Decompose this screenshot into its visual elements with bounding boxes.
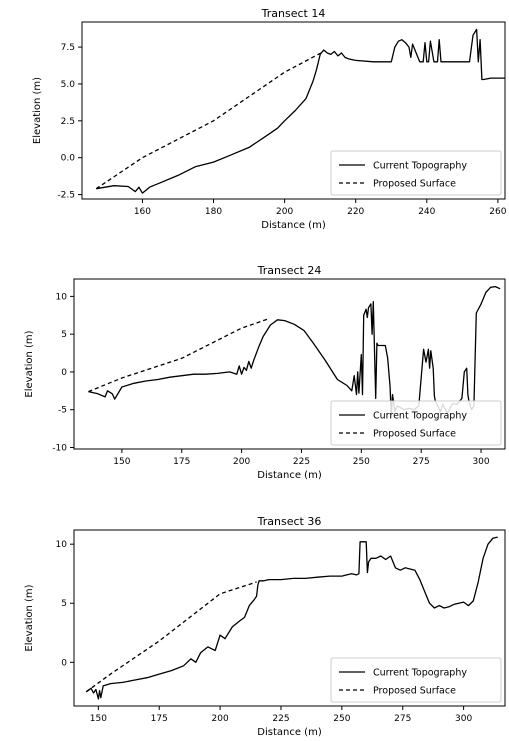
x-tick-label: 275 xyxy=(413,457,430,467)
series-line-1 xyxy=(85,536,498,700)
legend-label-2: Proposed Surface xyxy=(373,686,456,697)
y-tick-label: -10 xyxy=(52,443,67,453)
y-tick-label: 5 xyxy=(61,330,67,340)
x-tick-label: 250 xyxy=(333,714,350,724)
axes-frame xyxy=(73,529,506,707)
x-tick-label: 225 xyxy=(272,714,289,724)
x-tick-label: 240 xyxy=(418,207,435,217)
series-line-2 xyxy=(88,318,269,393)
y-tick-label: 5 xyxy=(61,599,67,609)
legend-label-1: Current Topography xyxy=(373,411,467,422)
x-tick-label: 275 xyxy=(394,714,411,724)
axes-frame xyxy=(81,21,506,200)
x-tick-label: 200 xyxy=(233,457,250,467)
y-tick-label: 10 xyxy=(56,540,68,550)
series-line-2 xyxy=(95,50,325,190)
y-axis-label: Elevation (m) xyxy=(24,584,35,651)
chart-panel-3: Transect 36 150 175 200 225 250 275 300 0 5 10 Dist… xyxy=(24,515,506,738)
legend: Current Topography Proposed Surface xyxy=(330,150,502,196)
x-tick-label: 150 xyxy=(90,714,107,724)
y-tick-label: 2.5 xyxy=(61,117,75,127)
y-axis-label: Elevation (m) xyxy=(24,330,35,397)
chart-title: Transect 24 xyxy=(257,264,322,277)
y-tick-label: 0 xyxy=(61,368,67,378)
y-axis-label: Elevation (m) xyxy=(32,77,43,144)
legend-label-2: Proposed Surface xyxy=(373,429,456,440)
series-line-1 xyxy=(88,285,501,418)
x-tick-label: 225 xyxy=(293,457,310,467)
legend-label-1: Current Topography xyxy=(373,161,467,172)
series-line-1 xyxy=(96,28,505,194)
x-tick-label: 300 xyxy=(455,714,472,724)
y-tick-label: 0.0 xyxy=(61,154,76,164)
legend-box xyxy=(330,150,502,196)
chart-panel-2: Transect 24 150 175 200 225 250 275 300 -10 -5 0 5 1… xyxy=(24,264,506,481)
y-tick-label: 7.5 xyxy=(61,43,75,53)
x-tick-label: 200 xyxy=(212,714,229,724)
x-tick-label: 200 xyxy=(276,207,293,217)
series-line-2 xyxy=(85,581,257,693)
x-axis-label: Distance (m) xyxy=(257,470,322,481)
legend-label-1: Current Topography xyxy=(373,668,467,679)
y-tick-label: 0 xyxy=(61,658,67,668)
x-tick-label: 220 xyxy=(347,207,364,217)
x-tick-label: 150 xyxy=(113,457,130,467)
y-tick-label: 10 xyxy=(56,292,68,302)
x-tick-label: 260 xyxy=(489,207,506,217)
x-axis-label: Distance (m) xyxy=(257,727,322,738)
x-tick-label: 175 xyxy=(173,457,190,467)
x-tick-label: 180 xyxy=(205,207,222,217)
x-tick-label: 300 xyxy=(472,457,489,467)
chart-title: Transect 36 xyxy=(257,515,322,528)
y-tick-label: -5 xyxy=(58,406,67,416)
chart-panel-1: Transect 14 160 180 200 220 240 260 -2.5 0.0 2.5 5… xyxy=(32,7,507,231)
x-tick-label: 175 xyxy=(151,714,168,724)
x-tick-label: 160 xyxy=(134,207,151,217)
x-tick-label: 250 xyxy=(353,457,370,467)
legend: Current Topography Proposed Surface xyxy=(330,657,502,703)
y-tick-label: 5.0 xyxy=(61,80,76,90)
y-tick-label: -2.5 xyxy=(57,191,75,201)
axes-frame xyxy=(73,278,506,450)
chart-title: Transect 14 xyxy=(261,7,326,20)
legend: Current Topography Proposed Surface xyxy=(330,400,502,446)
legend-box xyxy=(330,400,502,446)
legend-label-2: Proposed Surface xyxy=(373,179,456,190)
x-axis-label: Distance (m) xyxy=(261,220,326,231)
legend-box xyxy=(330,657,502,703)
